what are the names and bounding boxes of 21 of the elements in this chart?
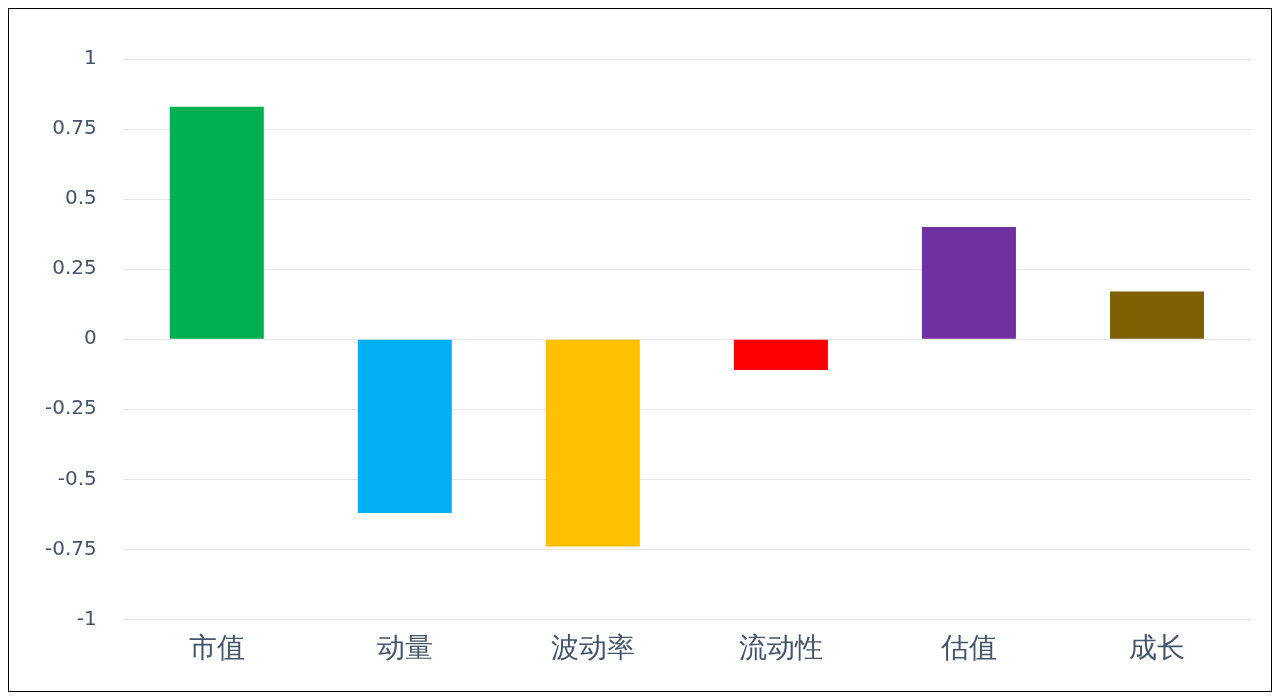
x-tick-label: 估值 bbox=[939, 631, 997, 665]
x-tick-label: 流动性 bbox=[738, 631, 823, 665]
y-tick-label: 0.25 bbox=[52, 255, 97, 280]
x-tick-label: 市值 bbox=[188, 631, 245, 665]
y-tick-label: -0.25 bbox=[45, 395, 97, 420]
y-tick-label: 1 bbox=[84, 45, 97, 70]
bar bbox=[169, 106, 264, 339]
y-tick-label: -0.5 bbox=[57, 465, 97, 490]
y-tick-label: 0.75 bbox=[52, 115, 97, 140]
x-tick-label: 波动率 bbox=[550, 631, 635, 665]
bar bbox=[921, 227, 1016, 339]
y-tick-label: -1 bbox=[76, 605, 97, 630]
y-tick-label: 0.5 bbox=[64, 185, 97, 210]
y-tick-label: -0.75 bbox=[45, 535, 97, 560]
bar bbox=[733, 339, 828, 371]
bar bbox=[1109, 291, 1204, 339]
bar bbox=[357, 339, 452, 513]
x-tick-label: 动量 bbox=[376, 631, 433, 665]
x-tick-label: 成长 bbox=[1128, 631, 1185, 665]
bar bbox=[545, 339, 640, 547]
y-tick-label: 0 bbox=[84, 325, 97, 350]
